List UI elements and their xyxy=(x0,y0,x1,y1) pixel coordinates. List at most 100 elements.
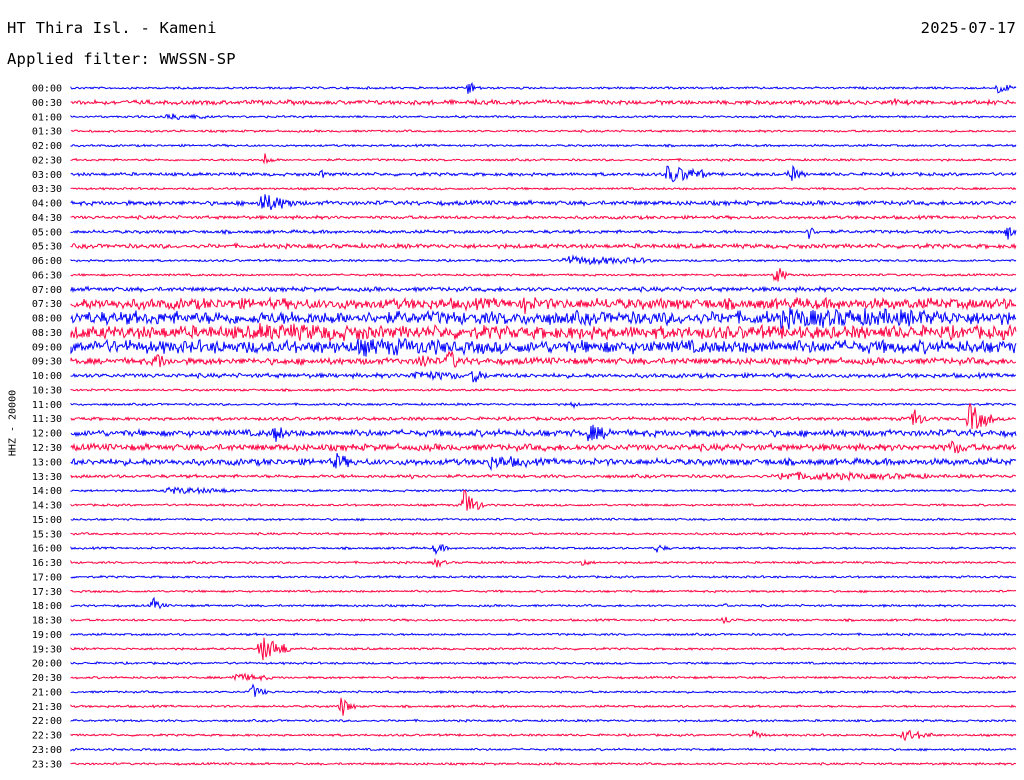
time-label: 21:00 xyxy=(32,687,62,698)
trace-row xyxy=(70,440,1017,454)
trace-row xyxy=(70,761,1017,767)
trace-row xyxy=(70,683,1017,697)
time-label: 01:30 xyxy=(32,127,62,138)
trace-row xyxy=(70,632,1017,637)
time-label: 02:00 xyxy=(32,141,62,152)
trace-row xyxy=(70,470,1017,482)
time-label: 04:30 xyxy=(32,213,62,224)
time-label: 20:30 xyxy=(32,673,62,684)
trace-row xyxy=(70,214,1017,221)
trace-row xyxy=(70,387,1017,393)
time-label: 05:00 xyxy=(32,227,62,238)
trace-row xyxy=(70,322,1017,343)
station-title: HT Thira Isl. - Kameni xyxy=(7,19,217,37)
trace-row xyxy=(70,424,1017,442)
trace-row xyxy=(70,543,1017,556)
trace-row xyxy=(70,226,1017,240)
time-label: 06:30 xyxy=(32,270,62,281)
trace-row xyxy=(70,490,1017,511)
trace-row xyxy=(70,616,1017,625)
time-label: 18:00 xyxy=(32,601,62,612)
trace-row xyxy=(70,153,1017,165)
time-label: 22:30 xyxy=(32,731,62,742)
trace-row xyxy=(70,557,1017,568)
time-label: 01:00 xyxy=(32,112,62,123)
time-label: 12:30 xyxy=(32,443,62,454)
trace-row xyxy=(70,574,1017,580)
time-label: 17:30 xyxy=(32,587,62,598)
time-label: 19:00 xyxy=(32,630,62,641)
time-label: 06:00 xyxy=(32,256,62,267)
filter-label: Applied filter: WWSSN-SP xyxy=(7,50,236,68)
time-label: 17:00 xyxy=(32,572,62,583)
trace-row xyxy=(70,285,1017,294)
trace-row xyxy=(70,268,1017,282)
trace-row xyxy=(70,254,1017,266)
trace-row xyxy=(70,307,1017,330)
date-label: 2025-07-17 xyxy=(920,19,1016,37)
time-label: 10:00 xyxy=(32,371,62,382)
time-label: 13:30 xyxy=(32,472,62,483)
trace-row xyxy=(70,596,1017,610)
time-label: 12:00 xyxy=(32,429,62,440)
trace-row xyxy=(70,186,1017,191)
trace-row xyxy=(70,128,1017,134)
trace-row xyxy=(70,296,1017,315)
time-label: 02:30 xyxy=(32,155,62,166)
time-label: 00:00 xyxy=(32,84,62,95)
trace-row xyxy=(70,718,1017,723)
time-label: 16:00 xyxy=(32,544,62,555)
trace-row xyxy=(70,97,1017,107)
time-label: 07:00 xyxy=(32,285,62,296)
trace-row xyxy=(70,164,1017,183)
trace-row xyxy=(70,697,1017,716)
time-label: 08:00 xyxy=(32,314,62,325)
trace-row xyxy=(70,241,1017,250)
trace-row xyxy=(70,729,1017,742)
trace-row xyxy=(70,401,1017,410)
time-label: 16:30 xyxy=(32,558,62,569)
time-label: 15:00 xyxy=(32,515,62,526)
time-label: 20:00 xyxy=(32,659,62,670)
time-label: 11:00 xyxy=(32,400,62,411)
time-label: 23:30 xyxy=(32,759,62,770)
time-label: 03:30 xyxy=(32,184,62,195)
trace-row xyxy=(70,370,1017,383)
time-label: 14:00 xyxy=(32,486,62,497)
trace-row xyxy=(70,589,1017,594)
trace-row xyxy=(70,194,1017,211)
time-label: 09:00 xyxy=(32,342,62,353)
trace-row xyxy=(70,349,1017,368)
time-label: 10:30 xyxy=(32,385,62,396)
trace-row xyxy=(70,660,1017,666)
time-label: 21:30 xyxy=(32,702,62,713)
time-label: 00:30 xyxy=(32,98,62,109)
trace-row xyxy=(70,82,1017,94)
time-label: 08:30 xyxy=(32,328,62,339)
trace-row xyxy=(70,486,1017,496)
trace-row xyxy=(70,747,1017,752)
trace-row xyxy=(70,113,1017,121)
time-label: 23:00 xyxy=(32,745,62,756)
time-label: 03:00 xyxy=(32,170,62,181)
time-label: 09:30 xyxy=(32,357,62,368)
time-label: 15:30 xyxy=(32,529,62,540)
trace-row xyxy=(70,143,1017,148)
trace-row xyxy=(70,637,1017,661)
time-label: 19:30 xyxy=(32,644,62,655)
time-label: 04:00 xyxy=(32,199,62,210)
time-label: 14:30 xyxy=(32,501,62,512)
trace-row xyxy=(70,402,1017,430)
trace-row xyxy=(70,337,1017,357)
time-label: 07:30 xyxy=(32,299,62,310)
time-label: 05:30 xyxy=(32,242,62,253)
trace-row xyxy=(70,531,1017,537)
time-label: 11:30 xyxy=(32,414,62,425)
trace-row xyxy=(70,672,1017,682)
time-label: 22:00 xyxy=(32,716,62,727)
time-label: 18:30 xyxy=(32,616,62,627)
trace-row xyxy=(70,517,1017,522)
trace-row xyxy=(70,452,1017,472)
time-label: 13:00 xyxy=(32,457,62,468)
